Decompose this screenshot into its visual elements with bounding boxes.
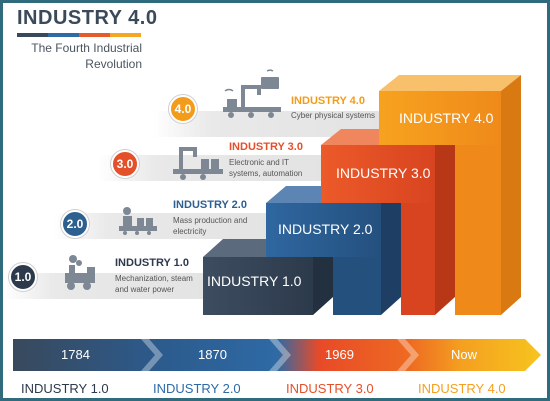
level-4-title: INDUSTRY 4.0	[291, 95, 365, 107]
level-3-desc-line-2: systems, automation	[229, 169, 303, 178]
level-2-title: INDUSTRY 2.0	[173, 199, 247, 211]
step-label-3: INDUSTRY 3.0	[336, 165, 431, 181]
connected-factory-icon	[223, 69, 281, 118]
assembly-line-icon	[119, 207, 157, 235]
timeline-arrow	[13, 339, 541, 371]
legend-industry-4: INDUSTRY 4.0	[418, 381, 506, 396]
legend-industry-1: INDUSTRY 1.0	[21, 381, 109, 396]
badge-3: 3.0	[111, 150, 139, 178]
level-band-1	[3, 273, 208, 299]
level-2-desc: Mass production and electricity	[173, 215, 247, 237]
title-color-bar	[17, 33, 141, 37]
level-1-desc: Mechanization, steam and water power	[115, 273, 193, 295]
level-3-title: INDUSTRY 3.0	[229, 141, 303, 153]
step-label-2: INDUSTRY 2.0	[278, 221, 373, 237]
level-band-2	[53, 213, 273, 239]
level-3-desc-line-1: Electronic and IT	[229, 158, 290, 167]
step-industry-1	[203, 239, 333, 315]
color-bar-segment	[110, 33, 141, 37]
subtitle-line-2: Revolution	[85, 57, 142, 71]
level-4-desc: Cyber physical systems	[291, 110, 375, 121]
level-1-desc-line-2: and water power	[115, 285, 175, 294]
step-industry-3	[321, 129, 455, 315]
timeline-label-now: Now	[451, 347, 478, 362]
color-bar-segment	[79, 33, 110, 37]
steam-engine-icon	[65, 255, 95, 290]
level-2-desc-line-2: electricity	[173, 227, 207, 236]
staircase-diagram	[203, 75, 521, 315]
color-bar-segment	[48, 33, 79, 37]
level-4-desc-line-1: Cyber physical systems	[291, 111, 376, 120]
badge-1: 1.0	[9, 263, 37, 291]
timeline-label-1784: 1784	[61, 347, 90, 362]
level-2-desc-line-1: Mass production and	[173, 216, 248, 225]
badge-4: 4.0	[169, 95, 197, 123]
step-industry-4	[379, 75, 521, 315]
legend-industry-3: INDUSTRY 3.0	[286, 381, 374, 396]
legend-industry-2: INDUSTRY 2.0	[153, 381, 241, 396]
timeline-label-1870: 1870	[198, 347, 227, 362]
step-label-4: INDUSTRY 4.0	[399, 110, 494, 126]
subtitle-line-1: The Fourth Industrial	[31, 41, 142, 55]
level-1-title: INDUSTRY 1.0	[115, 257, 189, 269]
level-3-desc: Electronic and IT systems, automation	[229, 157, 302, 179]
subtitle: The Fourth Industrial Revolution	[17, 40, 142, 72]
page-title: INDUSTRY 4.0	[17, 7, 158, 29]
badge-2: 2.0	[61, 210, 89, 238]
timeline-label-1969: 1969	[325, 347, 354, 362]
color-bar-segment	[17, 33, 48, 37]
robot-arm-icon	[173, 147, 223, 180]
level-1-desc-line-1: Mechanization, steam	[115, 274, 193, 283]
step-label-1: INDUSTRY 1.0	[207, 273, 302, 289]
